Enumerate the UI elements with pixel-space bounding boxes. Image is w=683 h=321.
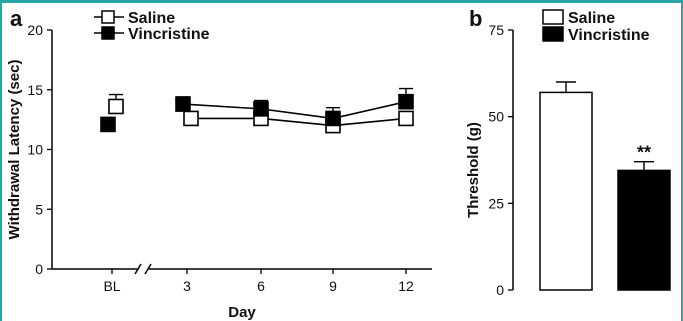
legend-label-saline: Saline [568, 10, 615, 27]
series-line-vincristine [182, 100, 407, 120]
data-point-vincristine [398, 93, 414, 110]
y-tick-label: 5 [35, 201, 43, 217]
legend-label-saline: Saline [128, 10, 175, 27]
panel-a-x-ticks: BL 3 6 9 12 [103, 269, 414, 294]
legend-label-vincristine: Vincristine [568, 27, 650, 44]
legend-swatch-saline [542, 9, 564, 25]
series-line-saline [191, 117, 407, 127]
data-point-saline [398, 110, 414, 127]
y-tick-label: 75 [488, 22, 504, 38]
data-point-vincristine [325, 110, 341, 127]
y-tick-label: 0 [35, 261, 43, 277]
significance-marker: ** [637, 143, 651, 163]
panel-a-series [100, 87, 414, 134]
legend-swatch-vincristine [542, 26, 564, 42]
y-tick-label: 20 [27, 22, 43, 38]
data-point-saline [108, 98, 124, 115]
bar-vincristine [617, 169, 671, 291]
panel-a-label: a [10, 6, 23, 31]
x-tick-label: BL [103, 278, 120, 294]
legend-marker-vincristine [101, 26, 115, 40]
panel-b-y-ticks: 0 25 50 75 [488, 22, 513, 298]
y-tick-label: 50 [488, 109, 504, 125]
data-point-saline [183, 110, 199, 127]
y-tick-label: 0 [496, 282, 504, 298]
x-tick-label: 12 [398, 278, 414, 294]
y-tick-label: 15 [27, 82, 43, 98]
x-tick-label: 9 [329, 278, 337, 294]
panel-b-label: b [469, 6, 482, 31]
data-point-vincristine [100, 116, 116, 133]
panel-a-axis-break-mark [134, 263, 142, 275]
panel-a-axis-break-mark [144, 263, 152, 275]
panel-a-x-axis-label: Day [228, 304, 256, 321]
data-point-vincristine [175, 96, 191, 112]
x-tick-label: 6 [257, 278, 265, 294]
bar-saline [539, 91, 593, 291]
y-tick-label: 10 [27, 142, 43, 158]
panel-b-bars: ** [539, 81, 671, 291]
data-point-vincristine [253, 101, 269, 117]
legend-label-vincristine: Vincristine [128, 26, 210, 43]
y-tick-label: 25 [488, 195, 504, 211]
panel-b-y-axis-label: Threshold (g) [465, 122, 482, 218]
panel-a-y-ticks: 0 5 10 15 20 [27, 22, 52, 277]
x-tick-label: 3 [183, 278, 191, 294]
legend-marker-saline [101, 10, 115, 24]
panel-a-y-axis-label: Withdrawal Latency (sec) [6, 60, 23, 240]
